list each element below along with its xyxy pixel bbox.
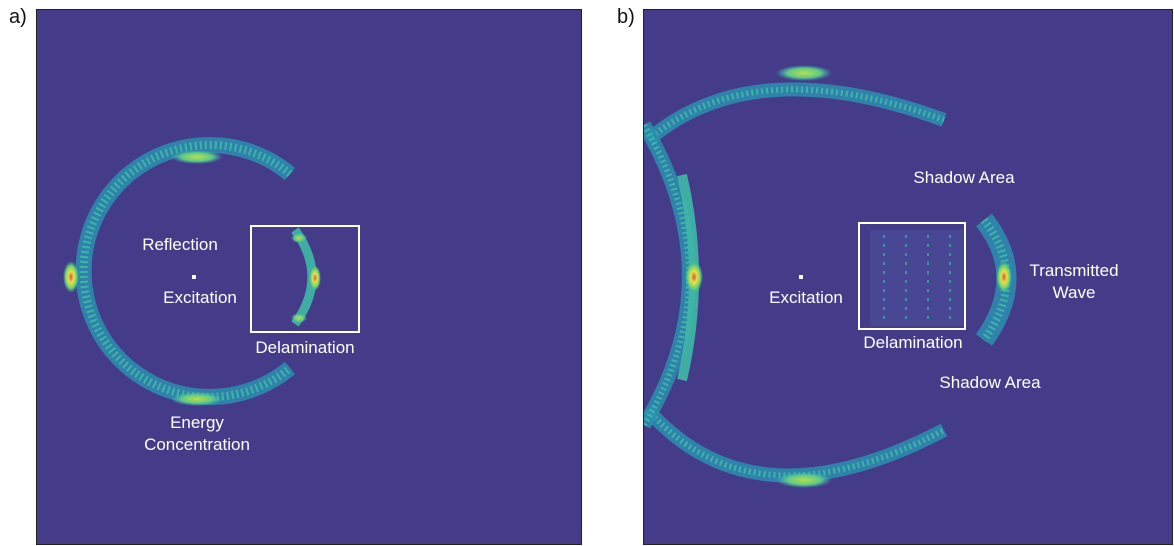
delamination-box-a [250,225,360,333]
energy-concentration-label: Energy Concentration [144,412,250,456]
shadow-area-top-label: Shadow Area [913,168,1015,187]
energy-label-line2: Concentration [144,435,250,454]
excitation-point-b [799,275,803,279]
energy-spot-bottom [171,392,223,406]
energy-label-line1: Energy [170,413,224,432]
delamination-label-b: Delamination [863,333,963,352]
shadow-area-bottom-label: Shadow Area [939,373,1041,392]
excitation-label-a: Excitation [163,288,237,307]
excitation-label-b: Excitation [769,288,843,307]
energy-spot-top [171,150,223,164]
wavefield-panel-a: Reflection Excitation Delamination Energ… [36,9,582,545]
transmitted-label-line1: Transmitted [1029,261,1119,280]
energy-spot-left-b [685,261,703,293]
energy-spot-bottom-b [776,472,832,488]
transmitted-label-line2: Wave [1052,283,1096,302]
transmitted-wave-label: Transmitted Wave [1029,260,1118,304]
delamination-label-a: Delamination [255,338,355,357]
wavefield-b-svg [644,65,1017,488]
reflection-label: Reflection [142,235,218,254]
wavefront-bottom-arc [644,405,948,483]
delamination-box-b [858,222,966,330]
wavefield-panel-b: Shadow Area Excitation Delamination Tran… [643,9,1173,545]
energy-spot-left [63,261,79,293]
panel-a-label: a) [9,6,27,28]
scattered-field-b [870,230,966,326]
energy-spot-top-b [776,65,832,81]
excitation-point-a [192,275,196,279]
wavefield-a-svg [63,137,321,406]
panel-b-label: b) [617,6,635,28]
wavefront-top-arc [644,82,947,146]
